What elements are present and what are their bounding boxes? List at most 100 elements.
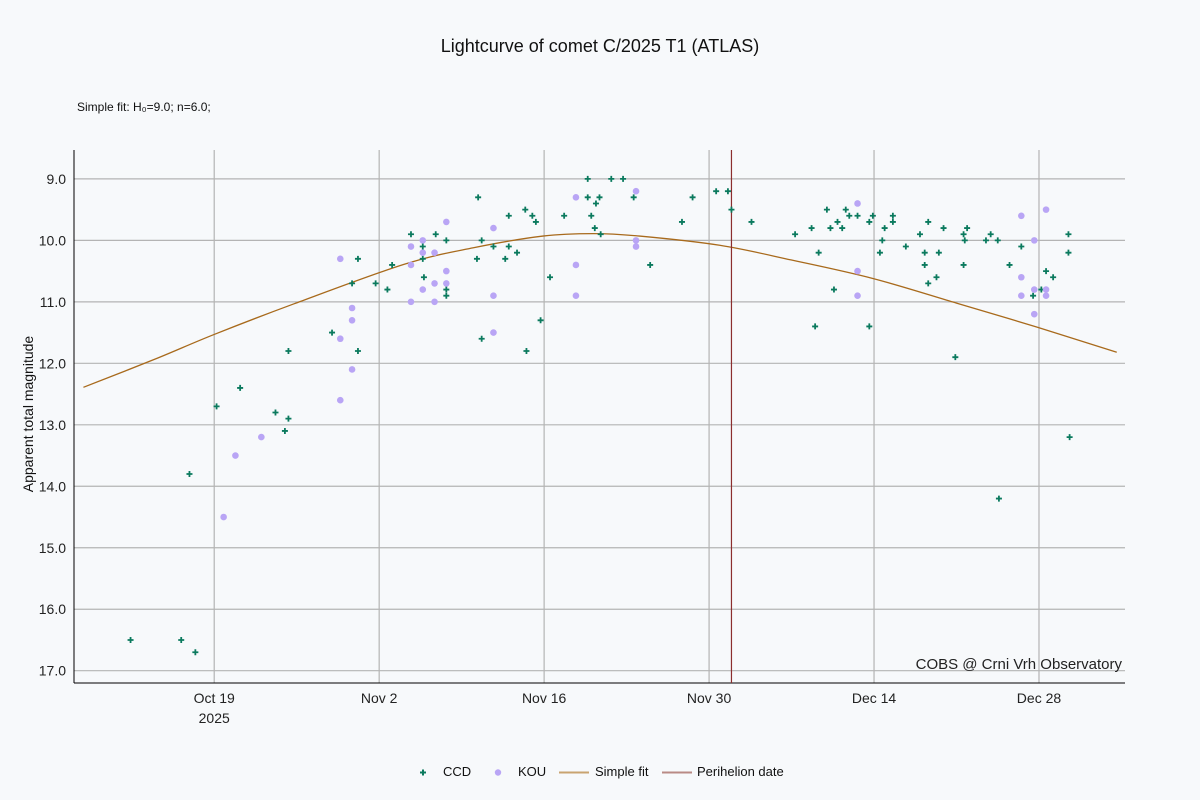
y-axis-label: Apparent total magnitude [20, 335, 36, 493]
x-tick-label: Dec 28 [1017, 690, 1062, 706]
x-tick-sublabel: 2025 [199, 710, 230, 726]
y-tick-label: 16.0 [39, 601, 66, 617]
kou-point [258, 433, 265, 441]
kou-point [632, 237, 640, 244]
y-tick-label: 13.0 [39, 417, 66, 433]
ccd-point [952, 354, 959, 361]
ccd-point [961, 237, 968, 244]
watermark: COBS @ Crni Vrh Observatory [915, 656, 1122, 673]
ccd-point [384, 286, 391, 293]
x-tick-label: Dec 14 [852, 690, 897, 706]
kou-point [232, 452, 239, 459]
ccd-point [846, 212, 853, 219]
kou-point [348, 366, 356, 373]
x-tick-label: Oct 19 [194, 690, 235, 706]
ccd-point [478, 335, 485, 342]
ccd-point [349, 280, 356, 287]
ccd-point [432, 231, 439, 238]
ccd-point [285, 348, 292, 355]
kou-point [348, 304, 356, 312]
ccd-point [127, 636, 134, 643]
ccd-point [964, 225, 971, 232]
ccd-point [876, 249, 883, 256]
ccd-point [987, 231, 994, 238]
ccd-point [921, 249, 928, 256]
ccd-point [815, 249, 822, 256]
legend-fit-label[interactable]: Simple fit [595, 764, 649, 779]
ccd-point [592, 200, 599, 207]
ccd-point [1065, 231, 1072, 238]
ccd-point [514, 249, 521, 256]
ccd-point [940, 225, 947, 232]
ccd-point [505, 212, 512, 219]
ccd-point [916, 231, 923, 238]
legend-kou-label[interactable]: KOU [518, 764, 547, 779]
ccd-point [419, 255, 426, 262]
kou-point [443, 280, 450, 287]
y-tick-label: 17.0 [39, 663, 66, 679]
ccd-point [608, 175, 615, 182]
ccd-point [1066, 434, 1073, 441]
ccd-point [812, 323, 819, 330]
legend-perihelion-label[interactable]: Perihelion date [697, 764, 784, 779]
kou-point [572, 194, 580, 201]
legend-ccd-marker [420, 769, 426, 776]
ccd-point [419, 243, 426, 250]
kou-point [1030, 237, 1038, 244]
ccd-point [724, 188, 731, 195]
ccd-point [285, 415, 292, 422]
kou-point [431, 298, 438, 306]
ccd-point [808, 225, 815, 232]
ccd-point [1030, 292, 1037, 299]
kou-point [632, 187, 640, 195]
ccd-point [478, 237, 485, 244]
kou-point [407, 243, 415, 250]
chart-subtitle: Simple fit: H₀=9.0; n=6.0; [77, 100, 211, 114]
kou-point [419, 237, 427, 244]
ccd-point [178, 636, 185, 643]
kou-point [220, 513, 227, 521]
ccd-point [584, 194, 591, 201]
chart-title: Lightcurve of comet C/2025 T1 (ATLAS) [440, 36, 760, 56]
kou-point [443, 267, 450, 275]
ccd-point [1006, 261, 1013, 268]
kou-point [490, 292, 497, 299]
ccd-point [748, 218, 755, 225]
ccd-point [372, 280, 379, 287]
x-tick-label: Nov 2 [361, 690, 398, 706]
y-tick-label: 11.0 [40, 294, 66, 310]
kou-point [1030, 310, 1038, 318]
legend-markers [420, 769, 692, 776]
y-tick-label: 15.0 [39, 540, 66, 556]
kou-point [854, 200, 861, 207]
ccd-point [839, 225, 846, 232]
ccd-point [1043, 268, 1050, 275]
ccd-point [588, 212, 595, 219]
ccd-point [889, 212, 896, 219]
ccd-point [995, 495, 1002, 502]
ccd-point [960, 231, 967, 238]
y-tick-label: 14.0 [39, 478, 66, 494]
kou-point [407, 261, 415, 269]
legend-ccd-label[interactable]: CCD [443, 764, 472, 779]
kou-point [572, 292, 580, 299]
x-tick-label: Nov 30 [687, 690, 732, 706]
kou-point [1018, 292, 1025, 299]
kou-point [407, 298, 415, 306]
ccd-point [272, 409, 279, 416]
kou-point [854, 292, 861, 299]
ccd-point [443, 286, 450, 293]
ccd-point [902, 243, 909, 250]
ccd-point [1018, 243, 1025, 250]
ccd-point [889, 218, 896, 225]
ccd-point [529, 212, 536, 219]
ccd-point [678, 218, 685, 225]
ccd-point [537, 317, 544, 324]
ccd-point [547, 274, 554, 281]
ccd-point [866, 323, 873, 330]
legend: CCD KOU Simple fit Perihelion date [0, 763, 1200, 783]
y-tick-label: 10.0 [39, 232, 66, 248]
kou-point [419, 249, 427, 256]
ccd-point [523, 348, 530, 355]
